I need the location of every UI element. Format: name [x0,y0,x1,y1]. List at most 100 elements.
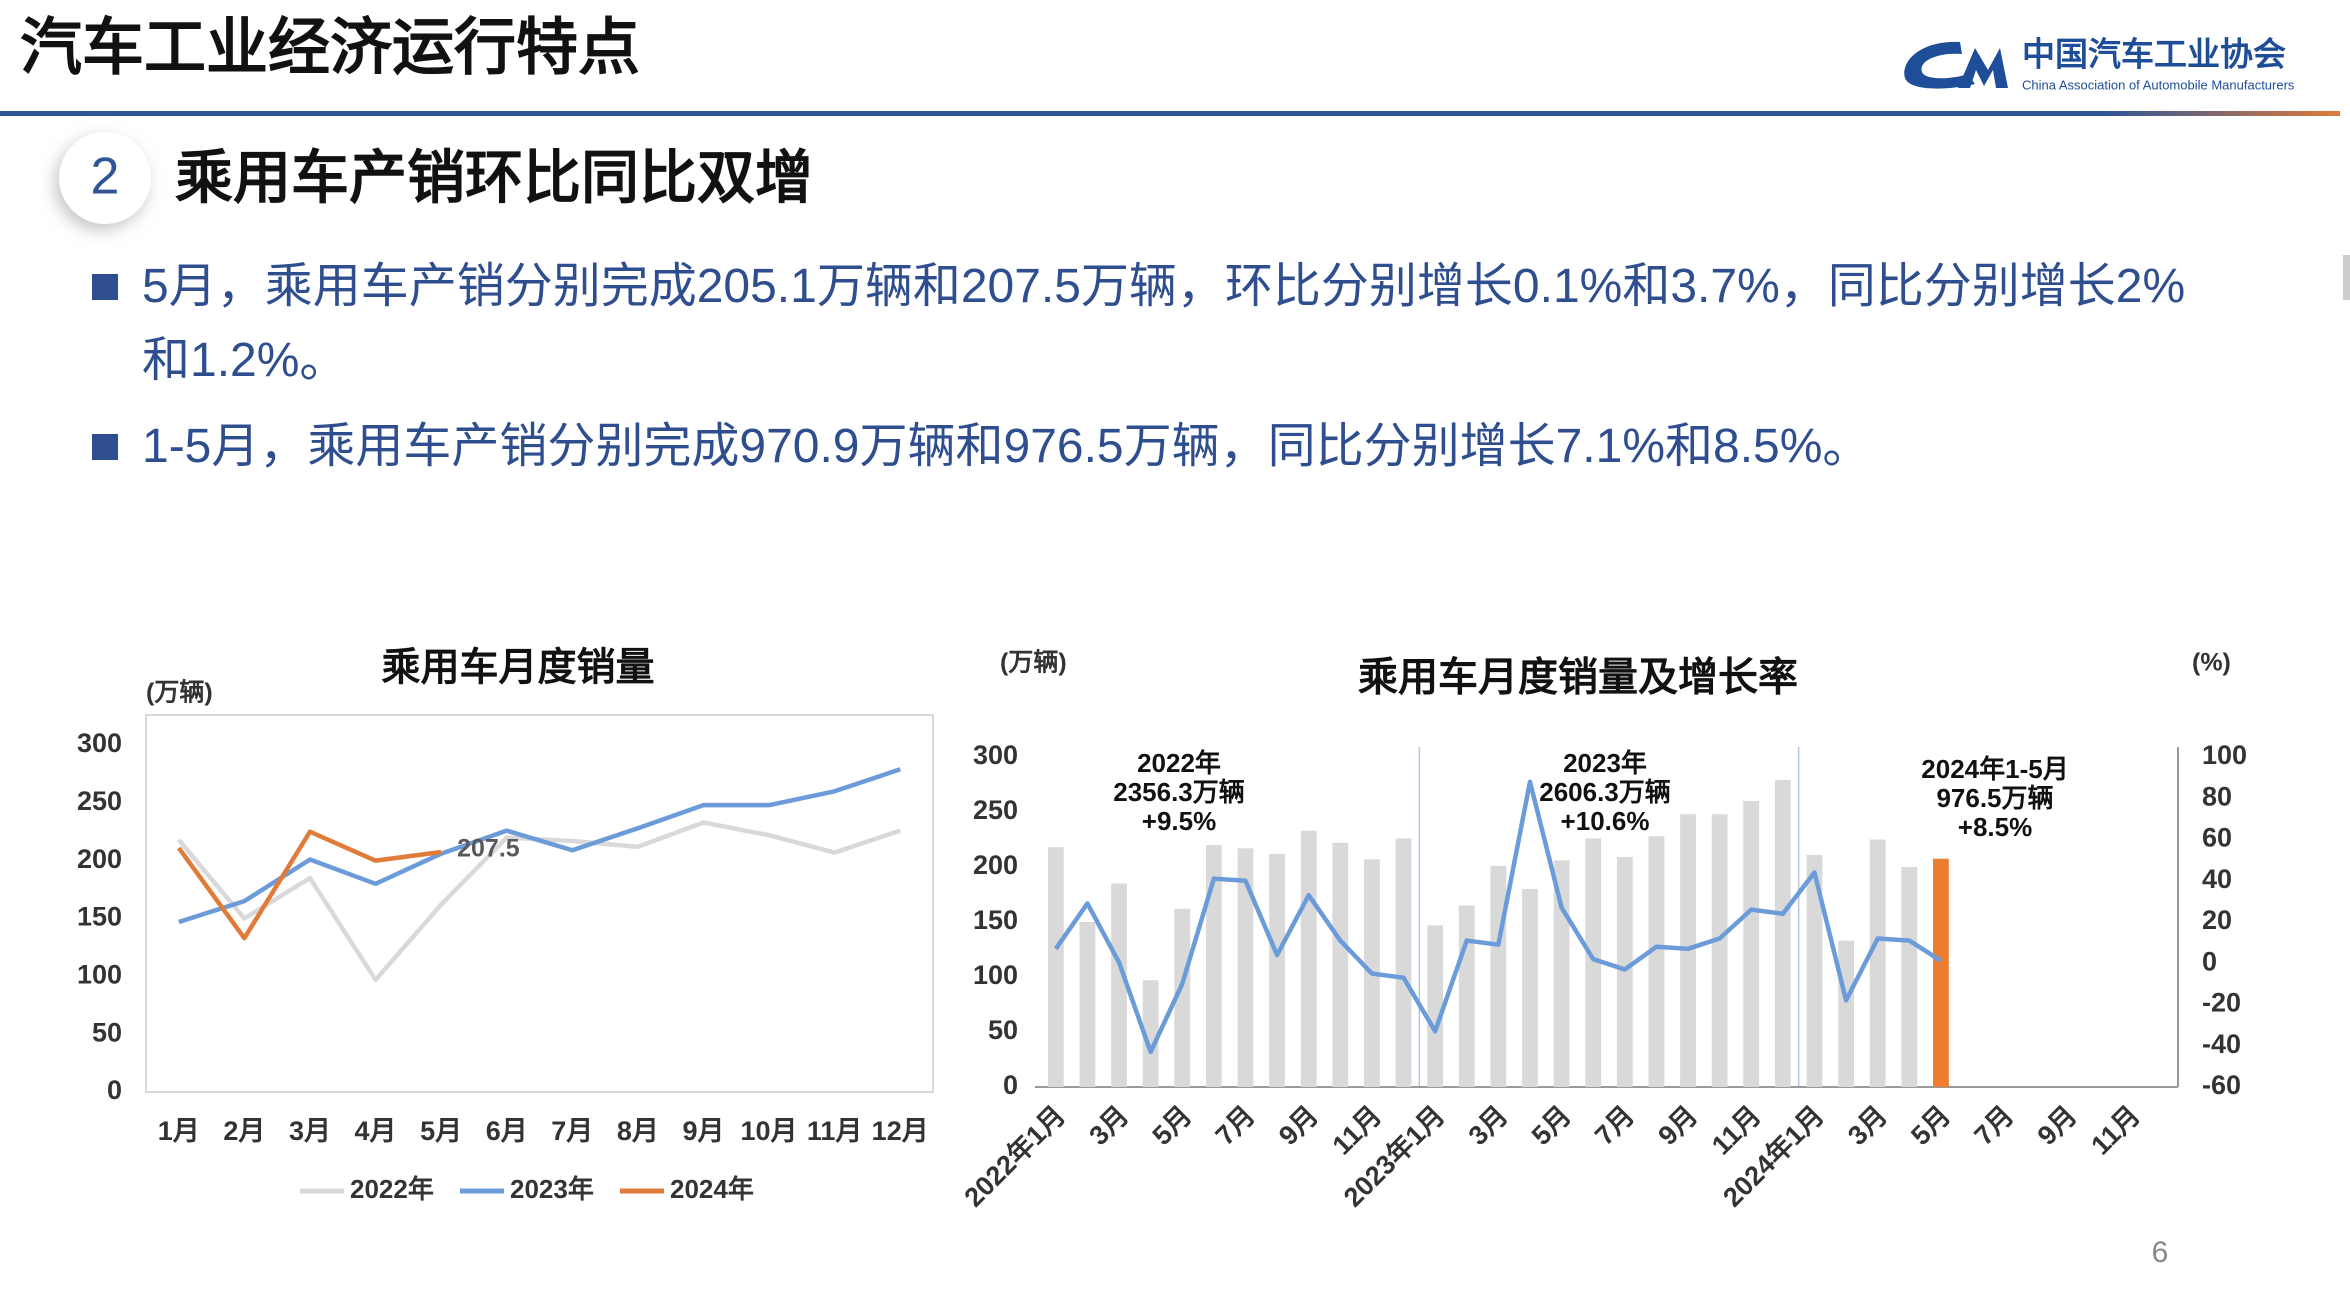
axis-unit: (万辆) [146,679,213,707]
y2-tick-label: 60 [2202,823,2232,853]
chart-title: 乘用车月度销量 [381,646,654,689]
y-tick-label: 250 [77,786,122,816]
annotation: 2606.3万辆 [1539,777,1671,807]
y-tick-label: 100 [973,960,1018,990]
y2-tick-label: 20 [2202,905,2232,935]
y-tick-label: 200 [77,844,122,874]
section-badge [59,132,151,224]
line-series [177,820,901,983]
line-series [176,829,442,941]
axis-unit: (%) [2192,649,2231,677]
x-tick-label: 3月 [289,1116,331,1146]
section-number: 2 [91,148,120,206]
annotation: 2024年1-5月 [1921,754,2068,784]
y2-tick-label: -20 [2202,988,2241,1018]
annotation: +10.6% [1561,806,1650,836]
plot-frame [145,714,934,1093]
y2-tick-label: 0 [2202,946,2217,976]
bar [1838,940,1854,1087]
bar [1869,839,1886,1087]
x-tick-label: 11月 [2085,1100,2145,1160]
x-tick-label: 12月 [872,1116,929,1146]
org-name: 中国汽车工业协会 [2022,36,2286,73]
slide-title: 汽车工业经济运行特点 [20,13,640,82]
bar [1616,857,1633,1087]
y-tick-label: 200 [973,850,1018,880]
x-tick-label: 7月 [551,1116,593,1146]
bar [1774,780,1791,1087]
y-tick-label: 50 [988,1015,1018,1045]
bullet: 5月，乘用车产销分别完成205.1万辆和207.5万辆，环比分别增长0.1%和3… [92,250,2222,398]
x-tick-label: 2月 [223,1116,265,1146]
bar [1079,922,1096,1087]
x-tick-label: 3月 [1842,1100,1893,1151]
bar [1427,925,1444,1087]
bar [1174,908,1191,1087]
x-tick-label: 7月 [1210,1100,1261,1151]
x-tick-label: 5月 [420,1116,462,1146]
section-title: 乘用车产销环比同比双增 [175,145,813,210]
page-number: 6 [2152,1236,2169,1269]
y2-tick-label: 40 [2202,864,2232,894]
bar [1743,801,1760,1087]
bar [1205,845,1222,1087]
bar [1111,883,1127,1087]
x-tick-label: 9月 [1273,1100,1324,1151]
y-tick-label: 150 [973,905,1018,935]
legend-label: 2022年 [350,1174,434,1204]
x-tick-label: 2022年1月 [958,1099,1071,1212]
bullet-list: 5月，乘用车产销分别完成205.1万辆和207.5万辆，环比分别增长0.1%和3… [92,250,2222,496]
x-tick-label: 11月 [807,1116,863,1146]
bar [1142,980,1159,1087]
x-tick-label: 10月 [741,1116,798,1146]
x-tick-label: 5月 [1147,1100,1198,1151]
annotation: +9.5% [1142,806,1216,836]
bar [1269,853,1285,1087]
bar [1458,905,1475,1087]
y-tick-label: 250 [973,795,1018,825]
x-tick-label: 7月 [1589,1100,1640,1151]
legend-label: 2023年 [510,1174,594,1204]
x-tick-label: 3月 [1463,1100,1514,1151]
chart-title: 乘用车月度销量及增长率 [1358,656,1798,700]
x-tick-label: 6月 [486,1116,528,1146]
y-tick-label: 50 [92,1017,122,1047]
bar [1522,889,1538,1087]
org-name-en: China Association of Automobile Manufact… [2022,77,2295,92]
y2-tick-label: 80 [2202,781,2232,811]
bar [1711,814,1728,1087]
bar [1933,858,1949,1087]
side-tab [2343,255,2350,300]
y-tick-label: 150 [77,902,122,932]
x-tick-label: 3月 [1083,1100,1134,1151]
bar [1806,854,1823,1087]
bar [1395,838,1412,1087]
y2-tick-label: -40 [2202,1029,2241,1059]
x-tick-label: 9月 [1652,1100,1703,1151]
x-tick-label: 8月 [617,1116,659,1146]
x-tick-label: 5月 [1905,1100,1956,1151]
bar [1237,848,1254,1087]
bar [1490,865,1507,1087]
bullet: 1-5月，乘用车产销分别完成970.9万辆和976.5万辆，同比分别增长7.1%… [92,410,2222,484]
axis-unit: (万辆) [1000,649,1067,677]
x-tick-label: 4月 [355,1116,397,1146]
x-tick-label: 1月 [158,1116,200,1146]
line-series [1053,779,1943,1055]
y-tick-label: 300 [973,740,1018,770]
data-label: 207.5 [457,835,520,863]
y-tick-label: 0 [1003,1070,1018,1100]
logo [1904,41,2008,89]
annotation: 976.5万辆 [1936,783,2053,813]
header-rule [0,111,2340,116]
y2-tick-label: -60 [2202,1070,2241,1100]
x-tick-label: 9月 [682,1116,724,1146]
annotation: 2356.3万辆 [1113,777,1245,807]
bar [1047,847,1064,1087]
annotation: 2023年 [1563,748,1647,778]
legend-label: 2024年 [670,1174,754,1204]
x-tick-label: 9月 [2032,1100,2083,1151]
x-tick-label: 7月 [1968,1100,2019,1151]
